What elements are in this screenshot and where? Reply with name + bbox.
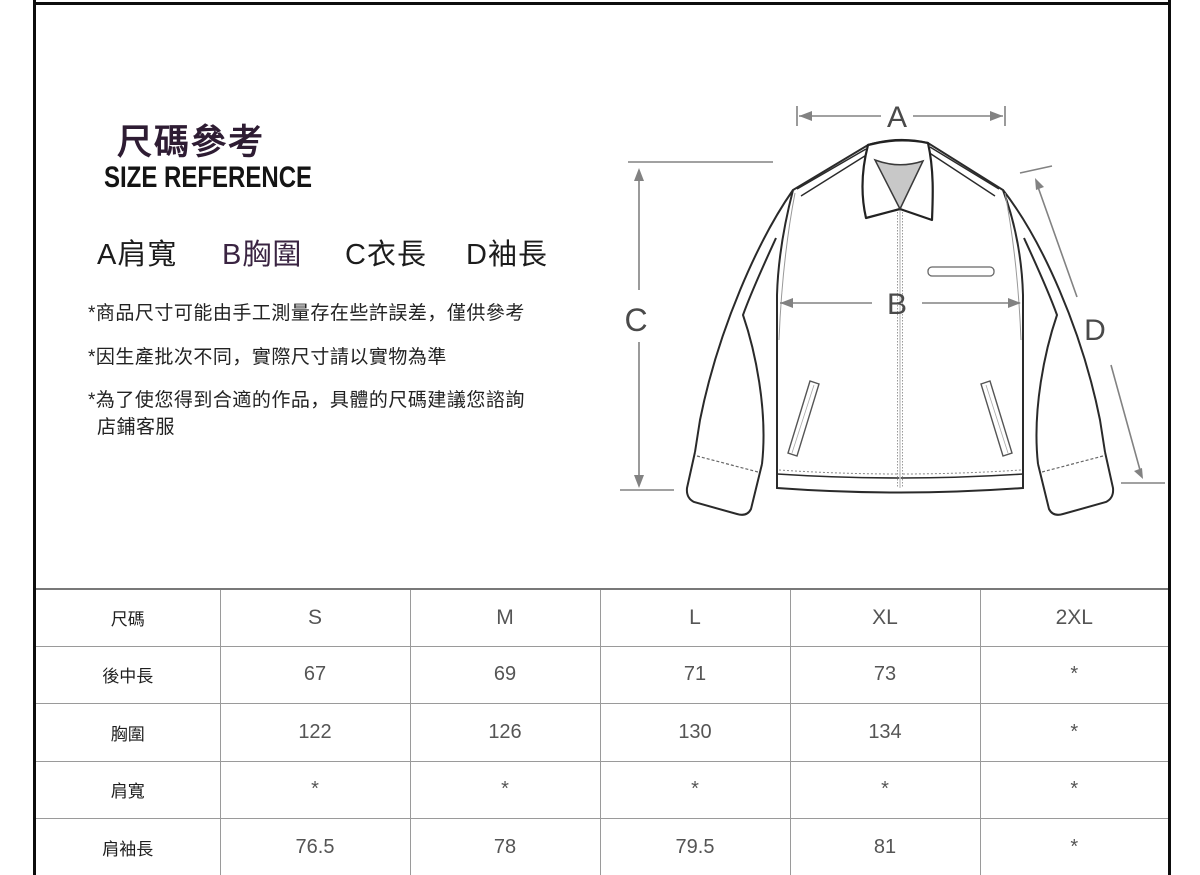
chest-pocket — [927, 266, 995, 277]
cell-value: 122 — [220, 703, 411, 762]
cell-value: * — [980, 703, 1168, 762]
cell-value: 67 — [220, 646, 411, 704]
cell-value: 78 — [410, 818, 601, 875]
cell-value: 130 — [600, 703, 791, 762]
legend-length: C衣長 — [345, 239, 427, 271]
table-row-back-length: 後中長 67 69 71 73 * — [36, 646, 1168, 704]
cell-value: 71 — [600, 646, 791, 704]
dim-label-c: C — [624, 302, 647, 338]
page-subtitle: SIZE REFERENCE — [104, 161, 313, 194]
jacket-drawing — [685, 139, 1115, 516]
collar — [861, 139, 934, 222]
cell-value: * — [220, 761, 411, 819]
frame-top-border — [33, 2, 1171, 5]
dimension-labels: A B C D — [624, 101, 1105, 347]
cell-value: 134 — [790, 703, 981, 762]
row-label: 肩寬 — [36, 761, 221, 819]
dim-label-b: B — [887, 288, 907, 321]
dim-label-d: D — [1084, 314, 1106, 347]
legend-shoulder: A肩寬 — [97, 239, 178, 271]
note-measurement-error: *商品尺寸可能由手工測量存在些許誤差，僅供參考 — [88, 303, 525, 324]
frame-left-border — [33, 0, 36, 875]
cell-value: 126 — [410, 703, 601, 762]
table-row-shoulder-sleeve: 肩袖長 76.5 78 79.5 81 * — [36, 818, 1168, 875]
cell-value: 73 — [790, 646, 981, 704]
col-header-size: 尺碼 — [36, 589, 221, 647]
note-production-batch: *因生產批次不同，實際尺寸請以實物為準 — [88, 347, 447, 368]
cell-value: 69 — [410, 646, 601, 704]
col-header-m: M — [410, 589, 601, 647]
note-consult-line2: 店鋪客服 — [97, 417, 176, 438]
size-table: 尺碼 S M L XL 2XL 後中長 67 69 71 73 * 胸圍 122… — [36, 588, 1168, 875]
col-header-2xl: 2XL — [980, 589, 1168, 647]
col-header-s: S — [220, 589, 411, 647]
cell-value: 76.5 — [220, 818, 411, 875]
frame-right-border — [1168, 0, 1171, 875]
col-header-xl: XL — [790, 589, 981, 647]
dim-label-a: A — [887, 101, 907, 134]
cell-value: 81 — [790, 818, 981, 875]
legend-chest: B胸圍 — [222, 239, 303, 271]
row-label: 胸圍 — [36, 703, 221, 762]
cell-value: * — [410, 761, 601, 819]
row-label: 肩袖長 — [36, 818, 221, 875]
col-header-l: L — [600, 589, 791, 647]
jacket-diagram: A B C D — [620, 101, 1165, 516]
table-header-row: 尺碼 S M L XL 2XL — [36, 589, 1168, 647]
side-pockets — [787, 380, 1013, 457]
row-label: 後中長 — [36, 646, 221, 704]
cell-value: * — [1070, 836, 1079, 858]
cell-value: * — [790, 761, 981, 819]
dimension-lines — [620, 106, 1165, 491]
table-row-shoulder: 肩寬 * * * * * — [36, 761, 1168, 819]
page-title: 尺碼參考 — [117, 123, 266, 162]
collar-inner-fill — [873, 158, 925, 211]
cell-value: * — [980, 646, 1168, 704]
legend-sleeve: D袖長 — [466, 239, 548, 271]
note-consult-line1: *為了使您得到合適的作品，具體的尺碼建議您諮詢 — [88, 390, 525, 411]
cell-value: 79.5 — [600, 818, 791, 875]
zipper — [897, 210, 903, 488]
cell-value: * — [600, 761, 791, 819]
table-row-chest: 胸圍 122 126 130 134 * — [36, 703, 1168, 762]
cell-value: * — [980, 761, 1168, 819]
